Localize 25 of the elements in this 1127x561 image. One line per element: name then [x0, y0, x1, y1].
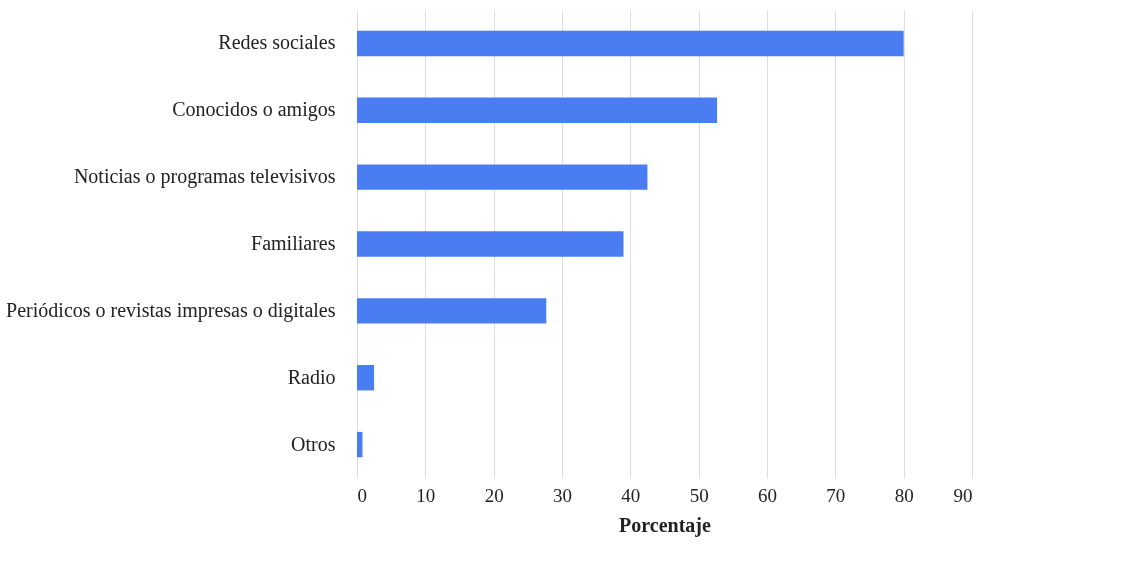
bar	[357, 30, 904, 57]
y-tick-label: Periódicos o revistas impresas o digitales	[6, 298, 336, 322]
x-tick-label: 0	[357, 484, 367, 506]
x-tick-label: 70	[826, 484, 846, 506]
bar	[357, 431, 363, 458]
x-tick-label: 20	[484, 484, 504, 506]
x-tick-label: 10	[416, 484, 436, 506]
bar	[357, 164, 648, 190]
y-tick-label: Noticias o programas televisivos	[73, 165, 336, 189]
y-tick-label: Redes sociales	[218, 31, 336, 54]
x-axis-title: Porcentaje	[619, 513, 712, 537]
bar	[357, 231, 624, 257]
x-tick-label: 90	[953, 484, 973, 506]
y-tick-label: Conocidos o amigos	[172, 98, 336, 122]
x-tick-label: 40	[621, 484, 641, 506]
bar	[357, 97, 718, 123]
bar	[357, 298, 547, 324]
x-tick-label: 30	[553, 484, 572, 506]
x-tick-label: 50	[689, 484, 709, 506]
y-tick-label: Radio	[287, 365, 336, 388]
bar	[357, 365, 375, 391]
x-tick-label: 80	[894, 484, 914, 506]
x-tick-label: 60	[758, 484, 777, 506]
y-tick-label: Otros	[291, 432, 336, 455]
y-tick-label: Familiares	[251, 232, 336, 254]
